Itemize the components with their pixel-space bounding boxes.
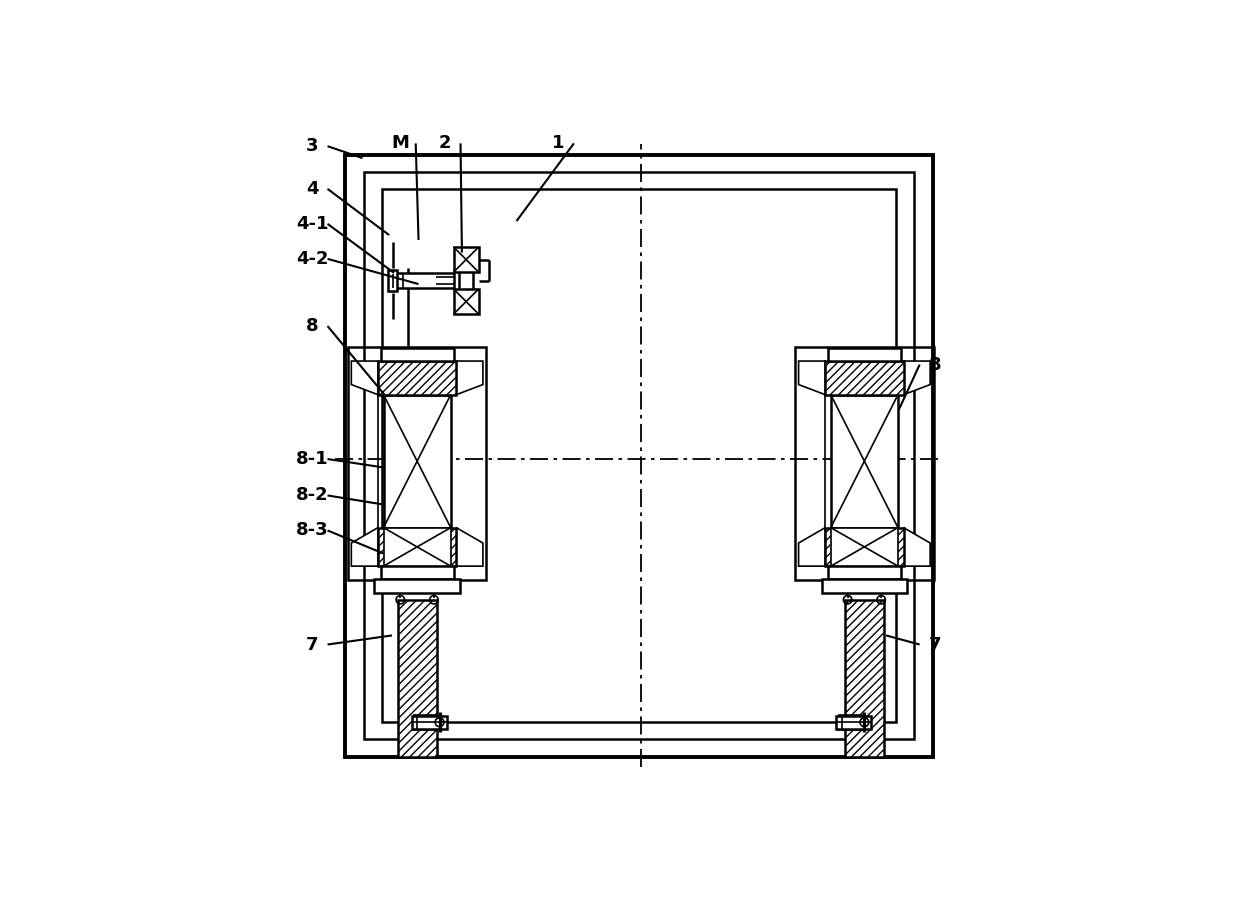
Bar [383, 395, 450, 527]
Polygon shape [351, 527, 378, 566]
Bar [844, 600, 884, 756]
Bar [383, 527, 450, 566]
Text: 8: 8 [306, 317, 319, 335]
Polygon shape [799, 527, 825, 566]
Polygon shape [456, 527, 482, 566]
Bar [381, 348, 454, 361]
Polygon shape [456, 361, 482, 395]
Text: 4: 4 [306, 180, 319, 198]
Bar [825, 527, 904, 566]
Bar [398, 600, 436, 756]
Bar [363, 172, 914, 739]
Bar [412, 716, 446, 728]
Bar [388, 270, 397, 291]
Text: 4-1: 4-1 [296, 215, 329, 233]
Text: 7: 7 [929, 635, 941, 654]
Bar [374, 579, 460, 593]
Polygon shape [351, 361, 378, 395]
Bar [822, 579, 908, 593]
Bar [831, 395, 898, 527]
Text: 8-3: 8-3 [296, 522, 329, 539]
Polygon shape [904, 361, 930, 395]
Bar [825, 361, 904, 395]
Bar [382, 189, 895, 723]
Text: 2: 2 [439, 135, 451, 153]
Text: 4-2: 4-2 [296, 250, 329, 268]
Bar [459, 261, 474, 300]
Bar [795, 347, 934, 580]
Bar [348, 347, 486, 580]
Bar [836, 716, 872, 728]
Bar [378, 361, 456, 395]
Text: 8-2: 8-2 [296, 486, 329, 504]
Text: 8-1: 8-1 [296, 450, 329, 468]
Bar [831, 527, 898, 566]
Polygon shape [904, 527, 930, 566]
Bar [828, 348, 900, 361]
Bar [378, 527, 456, 566]
Text: 1: 1 [552, 135, 564, 153]
Bar [454, 247, 479, 272]
Bar [381, 566, 454, 579]
Bar [828, 566, 900, 579]
Polygon shape [799, 361, 825, 395]
Text: 3: 3 [306, 137, 319, 155]
Text: 8: 8 [929, 355, 941, 374]
Bar [454, 289, 479, 315]
Text: 7: 7 [306, 635, 319, 654]
Bar [345, 155, 932, 756]
Text: M: M [392, 135, 409, 153]
Bar [394, 273, 454, 288]
